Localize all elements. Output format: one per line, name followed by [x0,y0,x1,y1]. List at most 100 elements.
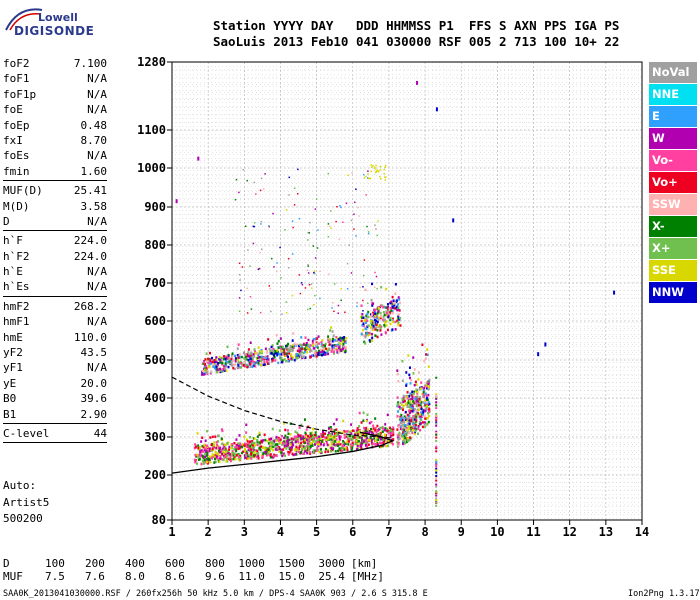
echo-point [280,360,283,364]
echo-point [323,442,326,446]
echo-point [222,458,225,462]
echo-point [327,443,330,447]
echo-point [368,439,371,442]
echo-point [371,282,374,286]
echo-point [275,270,278,273]
echo-point [222,358,225,361]
echo-point [217,434,220,438]
echo-point [408,414,411,418]
echo-point [302,440,305,444]
echo-point [239,454,242,458]
echo-point [374,312,377,316]
echo-point [215,455,218,458]
echo-point [374,429,377,432]
echo-point [243,447,246,451]
echo-point [435,376,438,379]
echo-point [238,310,241,313]
header-row1: Station YYYY DAY DDD HHMMSS P1 FFS S AXN… [213,18,620,33]
echo-point [283,422,286,425]
echo-point [200,450,203,454]
echo-point [414,401,417,404]
echo-point [435,463,438,466]
echo-point [227,451,230,455]
param-value: 224.0 [73,234,107,248]
echo-point [383,428,386,432]
echo-point [235,438,238,441]
echo-point [396,308,399,312]
echo-point [297,353,300,356]
echo-point [369,340,372,343]
echo-point [315,436,318,440]
param-row-hes: h`Es N/A [3,279,107,294]
echo-point [307,338,310,342]
echo-point [374,168,376,170]
echo-point [376,287,378,290]
echo-point [386,429,389,433]
echo-point [412,372,415,375]
echo-point [244,357,247,361]
echo-point [392,320,395,324]
echo-point [331,302,334,304]
echo-point [246,353,249,356]
echo-point [311,287,313,289]
echo-point [342,338,345,341]
echo-point [402,442,405,446]
echo-point [330,446,333,450]
echo-point [317,335,320,338]
echo-point [331,432,334,436]
echo-point [435,430,438,433]
echo-point [265,356,268,360]
echo-point [339,336,342,340]
echo-point [201,455,204,458]
echo-point [201,436,204,440]
echo-point [327,437,330,440]
echo-point [399,418,402,421]
echo-point [237,447,240,451]
echo-point [406,391,409,394]
echo-point [278,450,281,453]
echo-point [397,443,400,447]
echo-point [234,446,237,449]
echo-point [280,358,283,361]
echo-point [365,314,368,317]
echo-point [302,435,305,438]
echo-point [303,347,306,350]
echo-point [281,443,284,446]
echo-point [249,435,252,439]
echo-point [233,452,236,455]
echo-point [293,435,296,439]
echo-point [303,355,306,358]
echo-point [362,419,365,422]
echo-point [308,350,311,353]
echo-point [245,431,248,434]
echo-point [361,441,364,445]
echo-point [374,417,377,420]
echo-point [310,443,313,447]
echo-point [366,413,369,417]
echo-point [235,444,238,447]
echo-point [353,213,355,216]
echo-point [213,358,216,362]
echo-point [293,358,296,362]
echo-point [224,364,227,367]
echo-point [216,440,219,443]
x-tick-label: 13 [599,525,613,539]
muf-cell: 11.0 [238,570,265,583]
echo-point [226,442,229,445]
echo-point [357,206,360,209]
echo-point [346,440,349,444]
x-tick-label: 9 [458,525,465,539]
echo-point [342,431,345,434]
echo-point [406,405,409,408]
echo-point [335,335,338,339]
echo-point [249,341,252,344]
echo-point [389,441,392,445]
param-row-clevel: C-level 44 [3,426,107,441]
echo-point [220,448,223,452]
echo-point [246,287,248,290]
echo-point [410,429,413,433]
param-value: N/A [87,103,107,117]
echo-point [335,441,338,444]
echo-point [350,430,353,433]
echo-point [258,432,261,436]
